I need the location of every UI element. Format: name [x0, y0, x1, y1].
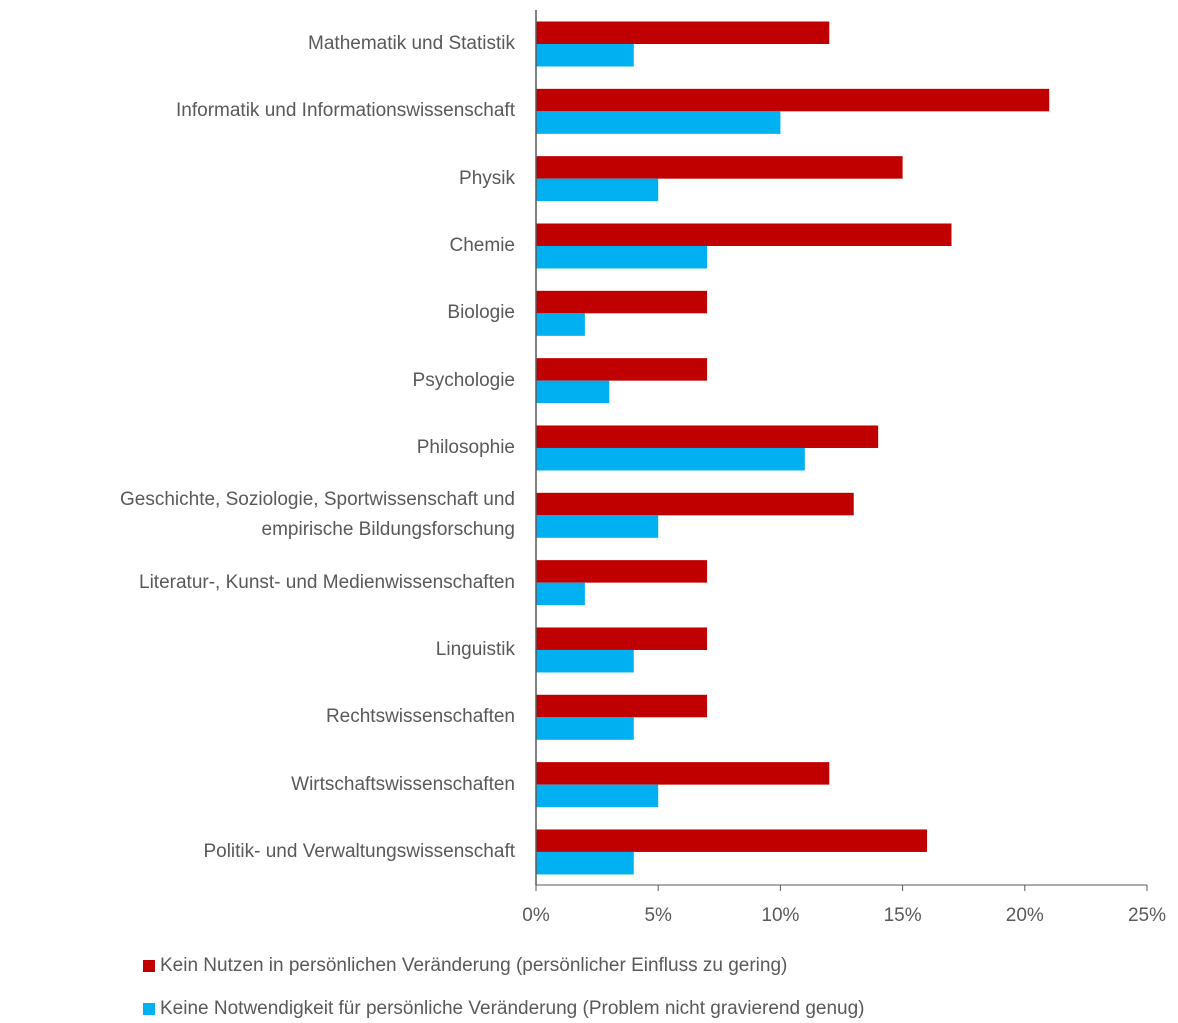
x-tick-label: 20%: [1006, 905, 1044, 926]
legend-label: Kein Nutzen in persönlichen Veränderung …: [160, 955, 787, 976]
y-tick-label: Mathematik und Statistik: [308, 33, 515, 54]
bar: [536, 223, 952, 246]
x-tick-label: 0%: [522, 905, 550, 926]
y-tick-label: Politik- und Verwaltungswissenschaft: [203, 840, 515, 862]
bar: [536, 290, 708, 314]
bar: [536, 425, 879, 448]
y-tick-label: Rechtswissenschaften: [325, 706, 515, 728]
y-tick-label: Physik: [459, 167, 515, 189]
y-tick-label: Informatik und Informationswissenschaft: [176, 100, 515, 122]
bar: [536, 358, 708, 381]
bar: [536, 717, 634, 740]
bar: [536, 245, 708, 269]
x-tick-label: 10%: [761, 905, 799, 926]
y-tick-label: Philosophie: [416, 436, 515, 458]
bar: [536, 178, 659, 202]
bar: [536, 447, 805, 471]
bar: [536, 762, 830, 785]
legend-swatch: [143, 1003, 155, 1015]
bar: [536, 627, 708, 650]
x-tick-label: 5%: [644, 905, 672, 926]
bar: [536, 313, 585, 336]
legend-label: Keine Notwendigkeit für persönliche Verä…: [160, 998, 864, 1019]
bar: [536, 88, 1050, 112]
bar: [536, 21, 830, 44]
y-tick-label: Geschichte, Soziologie, Sportwissenschaf…: [120, 489, 515, 541]
bar: [536, 560, 708, 583]
y-tick-label: Literatur-, Kunst- und Medienwissenschaf…: [139, 571, 515, 593]
y-tick-label: Biologie: [447, 302, 515, 324]
x-tick-label: 15%: [884, 905, 922, 926]
bar: [536, 649, 634, 673]
x-tick-label: 25%: [1128, 905, 1166, 926]
y-tick-label: Chemie: [449, 234, 515, 256]
bar: [536, 380, 610, 404]
bar: [536, 829, 928, 852]
bar: [536, 156, 903, 179]
bar: [536, 851, 634, 875]
y-tick-label: Psychologie: [412, 369, 515, 391]
y-tick-label: Wirtschaftswissenschaften: [291, 773, 515, 795]
bar: [536, 44, 634, 67]
bar: [536, 582, 585, 606]
bar: [536, 111, 781, 134]
bar: [536, 694, 708, 718]
legend-swatch: [143, 960, 155, 972]
bar: [536, 515, 659, 538]
bar: [536, 784, 659, 808]
y-tick-label: Linguistik: [435, 638, 515, 660]
bar: [536, 492, 854, 516]
